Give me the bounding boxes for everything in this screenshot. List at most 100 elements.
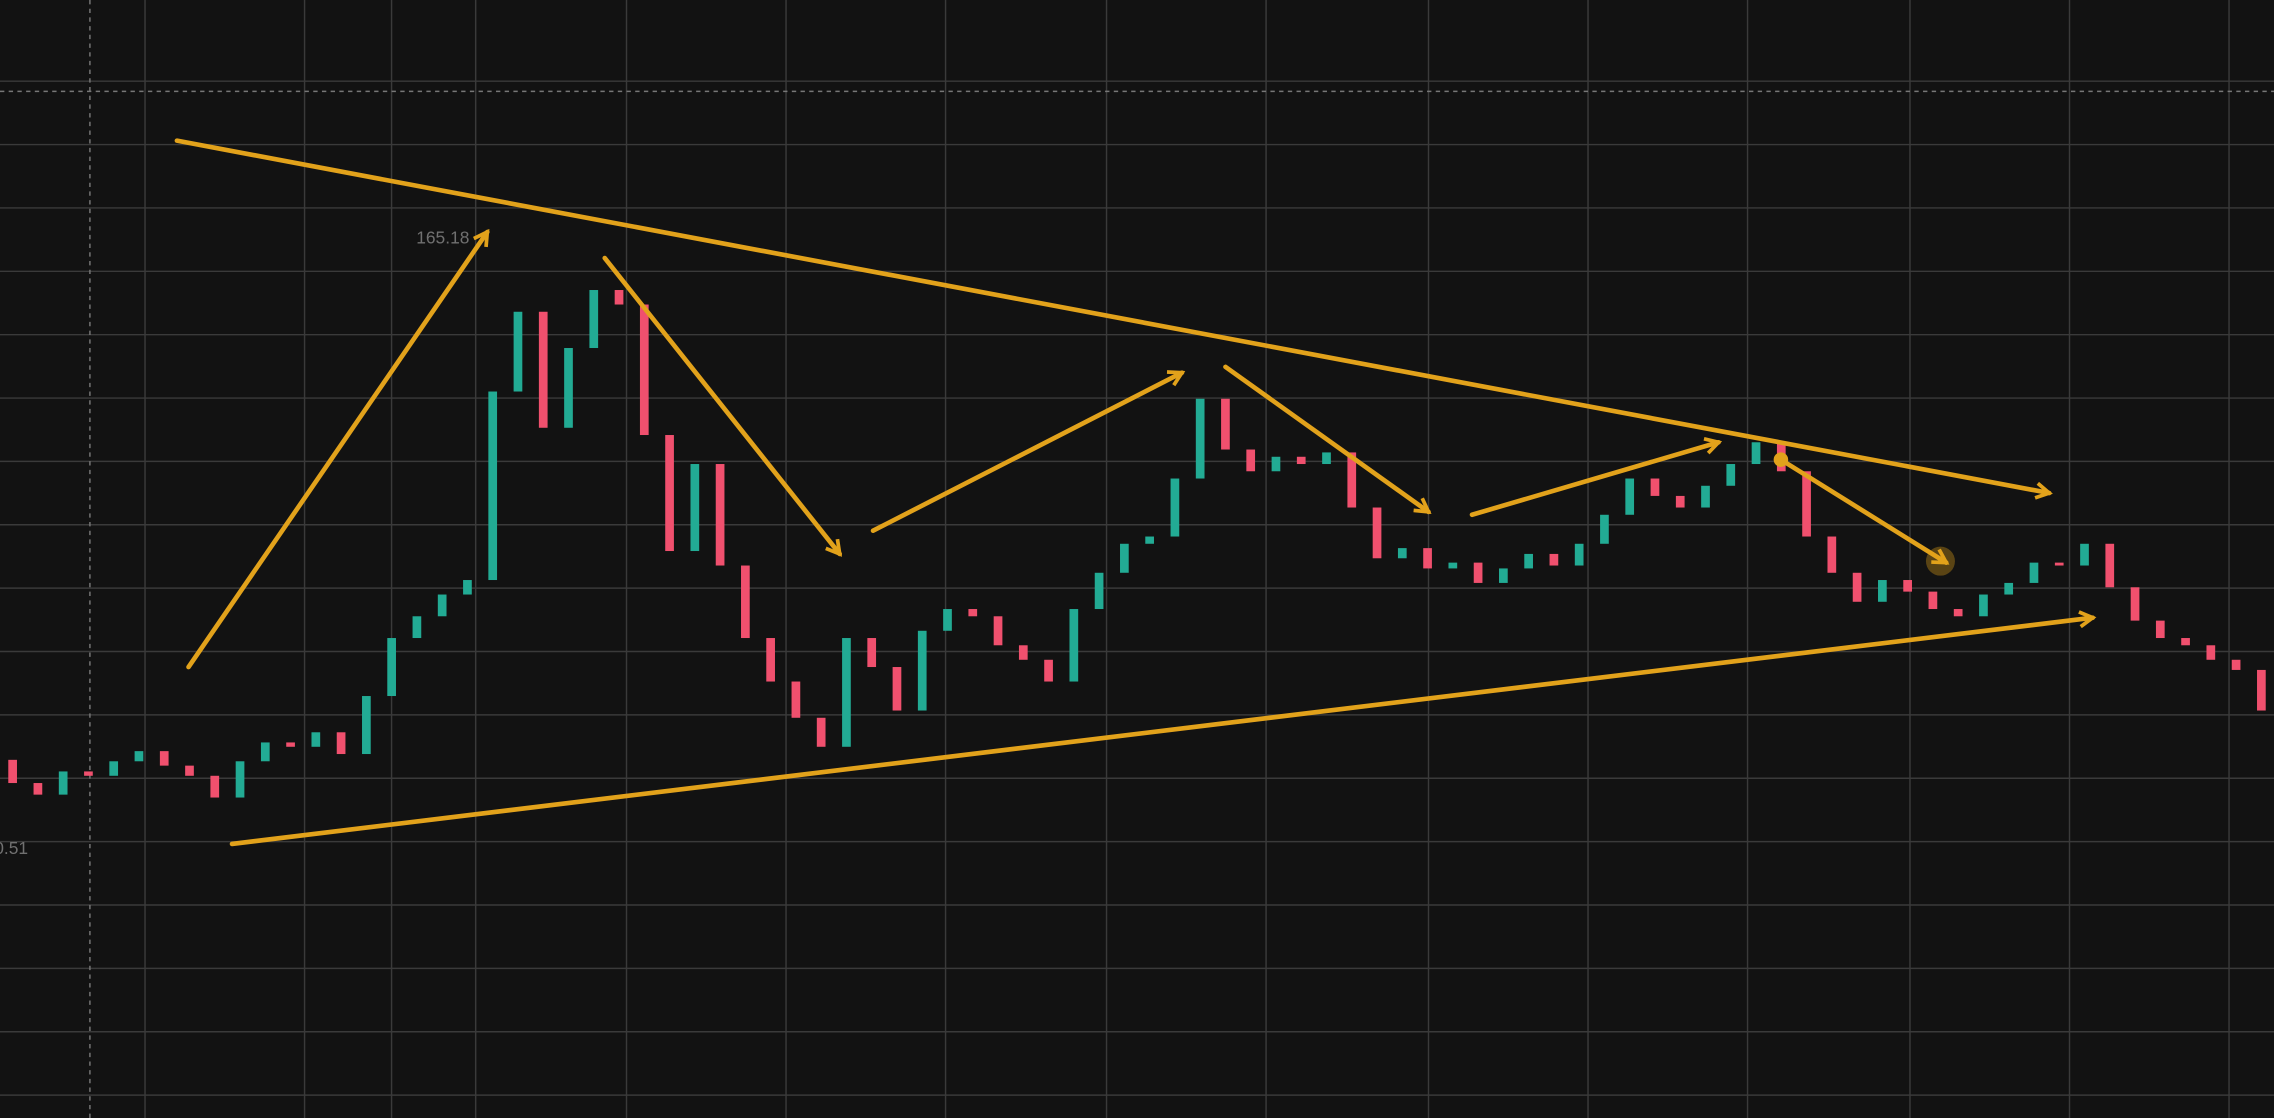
candle-up xyxy=(690,464,700,552)
candle-up xyxy=(1094,572,1104,610)
lower-trendline xyxy=(229,610,2097,847)
candle-up xyxy=(1701,485,1710,508)
candle-up xyxy=(134,751,144,762)
candle-down xyxy=(210,775,220,798)
candle-down xyxy=(336,732,346,755)
arrow xyxy=(1223,364,1432,515)
candle-down xyxy=(816,717,826,747)
candle-down xyxy=(2257,669,2266,711)
candle-up xyxy=(1499,568,1508,583)
candle-down xyxy=(1928,591,1938,610)
candle-up xyxy=(564,348,573,428)
candle-up xyxy=(1979,594,1988,617)
candle-up xyxy=(2004,582,2014,595)
candle-up xyxy=(1120,543,1129,573)
candle-up xyxy=(260,742,270,762)
candle-up xyxy=(1574,543,1584,566)
arrow xyxy=(1469,437,1723,518)
candle-down xyxy=(665,435,674,552)
candle-up xyxy=(1751,442,1761,465)
candle-up xyxy=(387,638,396,697)
candle-down xyxy=(159,751,169,766)
candle-up xyxy=(1448,562,1458,569)
candle-down xyxy=(1473,562,1483,583)
candle-down xyxy=(1372,507,1382,559)
low-label: 0.51 xyxy=(0,838,28,858)
anchor-point xyxy=(1773,452,1789,467)
candle-down xyxy=(2105,543,2115,588)
candle-down xyxy=(1347,452,1357,508)
candle-down xyxy=(33,783,43,795)
candle-down xyxy=(2231,659,2241,670)
candle-down xyxy=(867,638,877,668)
candle-up xyxy=(58,771,68,795)
candle-up xyxy=(1397,548,1407,559)
candle-down xyxy=(1018,645,1028,660)
candle-down xyxy=(1296,456,1306,465)
candle-down xyxy=(1675,495,1685,508)
candle-up xyxy=(488,391,498,581)
candle-up xyxy=(943,609,952,631)
candle-up xyxy=(1271,456,1281,472)
candle-up xyxy=(1625,478,1635,515)
candle-up xyxy=(1069,609,1079,682)
anchor-point xyxy=(1925,546,1955,576)
upper-trendline xyxy=(174,138,2053,500)
candle-up xyxy=(2080,543,2089,566)
candle-down xyxy=(892,667,902,711)
arrow xyxy=(870,370,1186,534)
candle-down xyxy=(1852,572,1862,602)
candle-down xyxy=(2130,587,2140,621)
candle-up xyxy=(1322,452,1331,465)
candle-down xyxy=(639,304,649,436)
candle-up xyxy=(109,761,119,776)
candle-up xyxy=(2029,562,2039,583)
candle-down xyxy=(1549,553,1559,566)
candle-down xyxy=(84,771,93,776)
candle-up xyxy=(437,594,447,617)
high-label: 165.18 xyxy=(416,228,469,248)
candle-up xyxy=(1524,553,1533,569)
candle-down xyxy=(8,759,17,784)
candle-down xyxy=(614,290,624,305)
candle-down xyxy=(1221,398,1230,450)
candle-down xyxy=(2181,638,2190,646)
candle-up xyxy=(463,580,472,595)
candle-down xyxy=(286,742,295,747)
candle-down xyxy=(538,311,548,428)
candle-down xyxy=(1650,478,1660,496)
candle-down xyxy=(766,638,775,682)
arrow xyxy=(186,228,490,670)
candle-down xyxy=(741,565,750,639)
candle-down xyxy=(1423,548,1432,569)
candle-up xyxy=(589,290,599,349)
candle-up xyxy=(1170,478,1180,537)
candle-up xyxy=(1195,398,1205,479)
candle-up xyxy=(1726,464,1736,486)
candle-down xyxy=(993,616,1003,646)
candle-up xyxy=(1145,536,1154,544)
candle-up xyxy=(1878,580,1887,602)
candle-up xyxy=(1600,514,1609,544)
candle-down xyxy=(715,464,725,566)
candle-down xyxy=(2206,645,2216,660)
arrow xyxy=(1778,457,1950,565)
candle-up xyxy=(235,761,245,798)
candle-up xyxy=(917,630,927,711)
candle-down xyxy=(185,765,194,776)
candle-down xyxy=(1802,471,1811,537)
candle-down xyxy=(2155,620,2165,639)
arrow xyxy=(602,255,843,557)
candle-down xyxy=(1903,580,1912,592)
candle-up xyxy=(842,638,851,747)
candle-down xyxy=(1246,449,1256,472)
candle-down xyxy=(1953,609,1963,617)
candle-up xyxy=(412,616,422,639)
candle-up xyxy=(513,311,523,392)
candle-up xyxy=(311,732,321,747)
candles xyxy=(8,290,2266,798)
